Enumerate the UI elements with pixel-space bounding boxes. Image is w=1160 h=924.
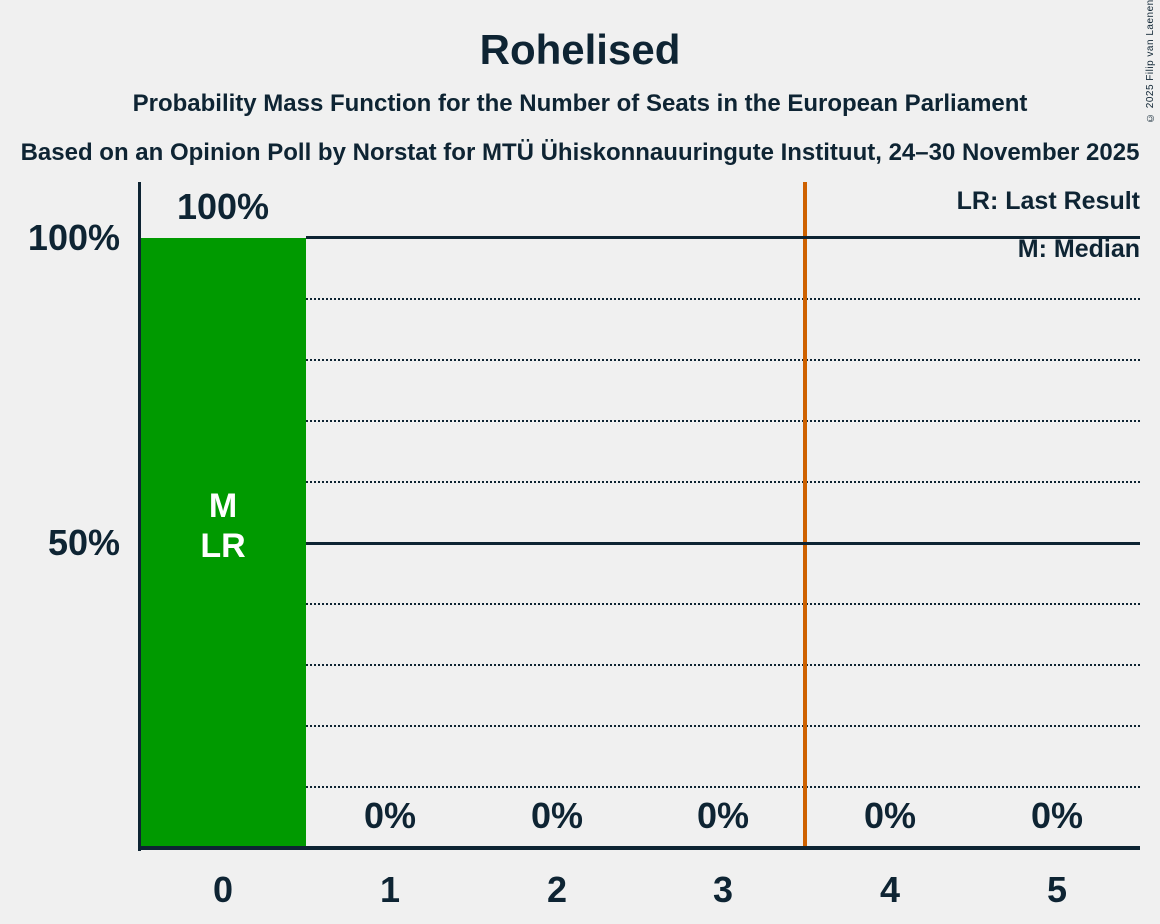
gridline-dotted-30: [306, 664, 1140, 666]
gridline-dotted-90: [306, 298, 1140, 300]
x-tick-label-5: 5: [1046, 869, 1068, 910]
gridline-dotted-70: [306, 420, 1140, 422]
x-tick-label-4: 4: [879, 869, 901, 910]
gridline-dotted-40: [306, 603, 1140, 605]
y-axis-label-50: 50%: [47, 522, 120, 563]
gridline-dotted-80: [306, 359, 1140, 361]
chart-source-line: Based on an Opinion Poll by Norstat for …: [20, 139, 1140, 166]
chart-title: Rohelised: [479, 26, 681, 73]
gridline-dotted-60: [306, 481, 1140, 483]
y-axis-label-100: 100%: [27, 217, 120, 258]
bar-value-label-3: 0%: [696, 795, 750, 836]
x-tick-label-0: 0: [212, 869, 234, 910]
bar-annotation-labels: M LR: [140, 486, 306, 566]
bar-value-label-0: 100%: [176, 186, 270, 227]
gridline-dotted-20: [306, 725, 1140, 727]
x-tick-label-1: 1: [379, 869, 401, 910]
gridline-solid-100: [306, 236, 1140, 239]
bar-seats-0: [140, 238, 306, 848]
threshold-line: [803, 182, 807, 848]
chart-subtitle: Probability Mass Function for the Number…: [132, 90, 1028, 117]
legend-median: M: Median: [1017, 235, 1140, 263]
bar-value-label-4: 0%: [863, 795, 917, 836]
legend-last-result: LR: Last Result: [956, 187, 1140, 215]
y-axis-line: [138, 182, 141, 851]
last-result-marker-label: LR: [200, 527, 246, 565]
gridline-solid-50: [306, 542, 1140, 545]
x-tick-label-3: 3: [712, 869, 734, 910]
median-marker-label: M: [208, 487, 238, 525]
gridline-dotted-10: [306, 786, 1140, 788]
x-axis-line: [138, 846, 1140, 850]
copyright-notice: © 2025 Filip van Laenen: [1145, 0, 1156, 123]
bar-value-label-2: 0%: [530, 795, 584, 836]
bar-value-label-1: 0%: [363, 795, 417, 836]
x-tick-label-2: 2: [546, 869, 568, 910]
bar-value-label-5: 0%: [1030, 795, 1084, 836]
